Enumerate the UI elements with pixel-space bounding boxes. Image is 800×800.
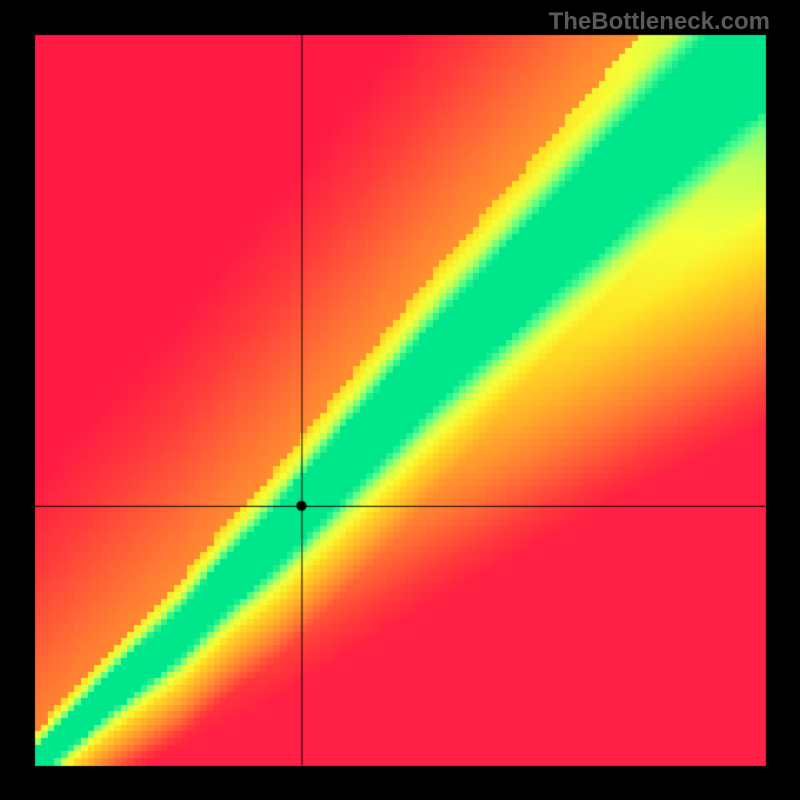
watermark-label: TheBottleneck.com: [549, 8, 770, 36]
figure-root: TheBottleneck.com: [0, 0, 800, 800]
bottleneck-heatmap: [0, 0, 800, 800]
